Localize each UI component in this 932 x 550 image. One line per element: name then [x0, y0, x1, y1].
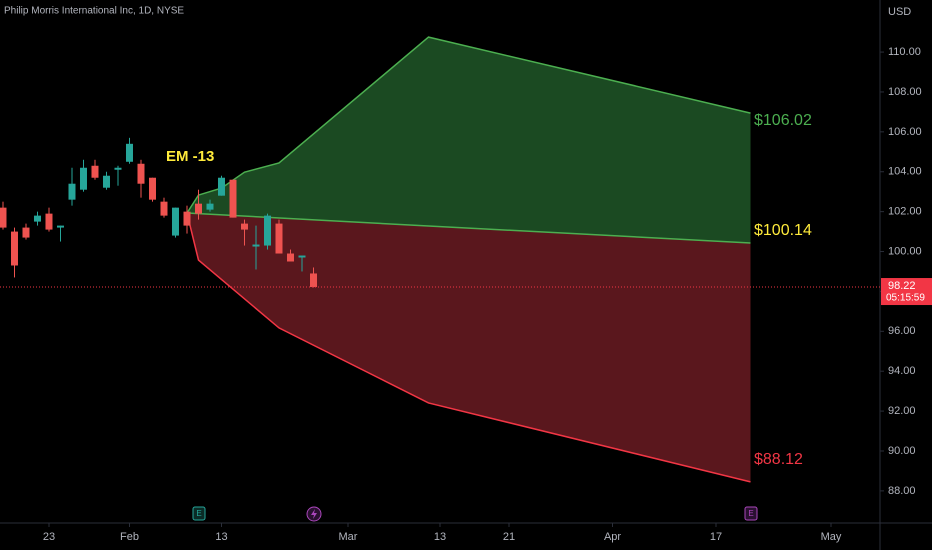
- candle-body: [298, 255, 306, 258]
- x-tick-label: Apr: [604, 531, 621, 543]
- x-tick-label: 23: [43, 531, 55, 543]
- candle-body: [10, 231, 18, 266]
- candle-body: [309, 273, 317, 288]
- candle-body: [137, 163, 145, 184]
- y-tick-label: 108.00: [888, 86, 922, 98]
- last-price-box: [881, 278, 932, 306]
- annotation: $100.14: [754, 222, 812, 239]
- candle-body: [102, 175, 110, 188]
- annotation: $106.02: [754, 112, 812, 129]
- y-tick-label: 110.00: [888, 46, 921, 58]
- event-icon[interactable]: E: [744, 506, 758, 521]
- y-tick-label: 106.00: [888, 126, 922, 138]
- icon-glyph: E: [196, 509, 201, 518]
- x-tick-label: 17: [710, 531, 722, 543]
- event-icon[interactable]: [306, 506, 322, 522]
- chart-title: Philip Morris International Inc, 1D, NYS…: [4, 6, 184, 17]
- candle-body: [206, 203, 214, 210]
- candle-body: [263, 215, 271, 246]
- y-tick-label: 100.00: [888, 245, 922, 257]
- candle-body: [79, 167, 87, 190]
- earnings-icon[interactable]: [744, 506, 758, 521]
- candle-body: [33, 215, 41, 222]
- candles: [0, 137, 317, 288]
- candle-body: [252, 244, 260, 247]
- candle-body: [68, 183, 76, 200]
- y-tick-label: 102.00: [888, 206, 922, 218]
- countdown-label: 05:15:59: [886, 293, 925, 304]
- icon-glyph: [311, 509, 317, 519]
- candle-body: [160, 201, 168, 216]
- candle-body: [229, 179, 237, 218]
- candle-body: [45, 213, 53, 230]
- x-tick-label: May: [821, 531, 842, 543]
- y-tick-label: 92.00: [888, 405, 916, 417]
- candle-body: [148, 177, 156, 200]
- y-tick-label: 96.00: [888, 325, 916, 337]
- y-tick-label: 90.00: [888, 445, 916, 457]
- candle-body: [0, 207, 7, 228]
- lower-zone-line: [186, 212, 751, 483]
- x-tick-label: 21: [503, 531, 515, 543]
- candle-body: [275, 223, 283, 254]
- x-tick-label: 13: [434, 531, 446, 543]
- candle-body: [171, 207, 179, 236]
- y-tick-label: 94.00: [888, 365, 916, 377]
- candle-body: [22, 227, 30, 238]
- y-tick-label: 88.00: [888, 485, 916, 497]
- last-price-label: 98.22: [888, 280, 916, 292]
- icon-glyph: E: [748, 509, 753, 518]
- candle-body: [125, 143, 133, 162]
- x-tick-label: Feb: [120, 531, 139, 543]
- y-tick-label: 104.00: [888, 166, 922, 178]
- candle-body: [194, 203, 202, 214]
- lower-zone-fill: [186, 213, 751, 482]
- candle-body: [183, 211, 191, 226]
- zones: [186, 36, 751, 483]
- x-tick-label: 13: [215, 531, 227, 543]
- upper-zone-fill: [186, 37, 751, 243]
- event-icon[interactable]: E: [192, 506, 206, 521]
- x-tick-label: Mar: [339, 531, 358, 543]
- earnings-icon[interactable]: [192, 506, 206, 521]
- candle-body: [114, 167, 122, 170]
- candle-body: [286, 253, 294, 262]
- candle-body: [56, 225, 64, 228]
- candle-body: [217, 177, 225, 196]
- candle-body: [91, 165, 99, 178]
- annotation: EM -13: [166, 148, 214, 165]
- annotation: $88.12: [754, 451, 803, 468]
- candle-body: [240, 223, 248, 230]
- currency: USD: [888, 6, 911, 18]
